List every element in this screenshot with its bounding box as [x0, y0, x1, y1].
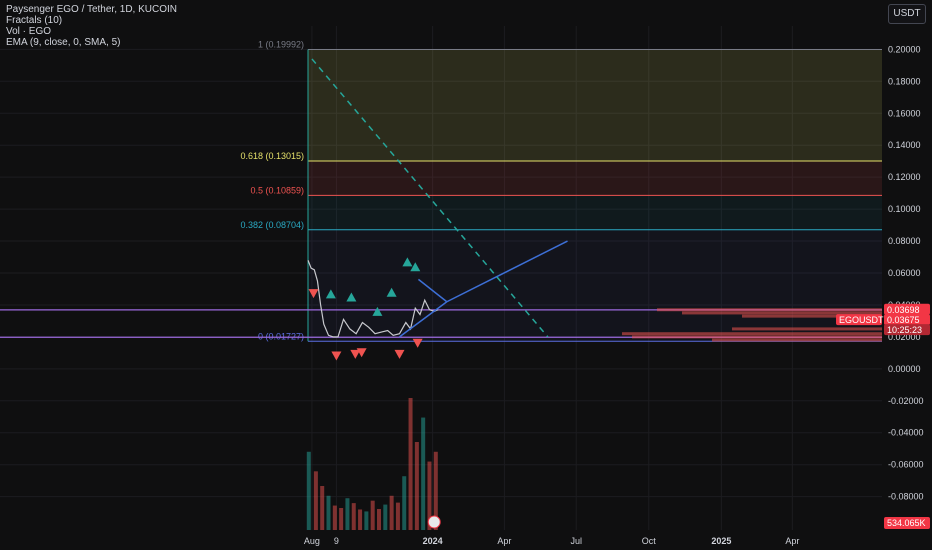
fib-zone — [308, 49, 882, 161]
y-tick-label: -0.06000 — [888, 460, 924, 470]
volume-bar — [383, 504, 388, 530]
y-tick-label: 0.10000 — [888, 204, 921, 214]
fib-level-label: 1 (0.19992) — [258, 39, 304, 49]
fractal-up-marker — [372, 306, 383, 316]
price-axis-label-bg — [884, 303, 930, 315]
volume-bar — [326, 495, 331, 530]
volume-bar — [414, 442, 419, 530]
volume-label-bg — [884, 517, 930, 529]
y-tick-label: 0.18000 — [888, 76, 921, 86]
x-tick-label: Jul — [570, 536, 582, 546]
fib-level-label: 0 (0.01727) — [258, 331, 304, 341]
trendline-triangle-lower — [399, 301, 448, 338]
fractal-down-marker — [356, 348, 367, 358]
x-tick-label: 9 — [334, 536, 339, 546]
price-axis-label: 10:25:23 — [887, 325, 922, 335]
volume-bar — [370, 500, 375, 530]
fractal-up-marker — [402, 257, 413, 267]
fractal-up-marker — [346, 292, 357, 302]
price-axis-label: 0.03698 — [887, 305, 920, 315]
volume-bar — [389, 495, 394, 530]
volume-bar — [427, 461, 432, 530]
x-tick-label: Apr — [497, 536, 511, 546]
volume-profile-bar — [682, 311, 882, 315]
y-tick-label: 0.08000 — [888, 236, 921, 246]
fib-zone — [308, 195, 882, 230]
volume-label: 534.065K — [887, 518, 926, 528]
volume-bar — [395, 502, 400, 530]
fractal-down-marker — [331, 351, 342, 361]
volume-bar — [351, 503, 356, 530]
price-axis-label-bg — [884, 324, 930, 336]
legend-volume[interactable]: Vol · EGO — [6, 26, 52, 37]
y-tick-label: 0.12000 — [888, 172, 921, 182]
x-tick-label: 2025 — [711, 536, 731, 546]
y-tick-label: -0.02000 — [888, 396, 924, 406]
fractal-down-marker — [308, 289, 319, 299]
volume-profile-bar — [712, 338, 882, 342]
fractal-up-marker — [386, 287, 397, 297]
x-tick-label: Aug — [304, 536, 320, 546]
fractal-down-marker — [394, 349, 405, 359]
fib-zone — [308, 160, 882, 196]
volume-bar — [345, 498, 350, 530]
volume-bar — [376, 508, 381, 530]
fib-level-label: 0.382 (0.08704) — [240, 220, 304, 230]
price-line — [307, 260, 439, 338]
trendline-triangle-upper — [417, 278, 448, 303]
fractal-up-marker — [325, 289, 336, 299]
y-tick-label: 0.14000 — [888, 140, 921, 150]
volume-bar — [332, 505, 337, 530]
volume-bar — [421, 417, 426, 530]
trendline-breakout-projection — [446, 240, 568, 303]
legend-fractals[interactable]: Fractals (10) — [6, 15, 63, 26]
currency-button[interactable]: USDT — [888, 4, 926, 24]
legend-ema[interactable]: EMA (9, close, 0, SMA, 5) — [6, 37, 121, 48]
fib-level-label: 0.5 (0.10859) — [250, 185, 304, 195]
price-axis-label: 0.03675 — [887, 315, 920, 325]
y-tick-label: 0.20000 — [888, 44, 921, 54]
x-tick-label: Oct — [642, 536, 657, 546]
y-tick-label: 0.16000 — [888, 108, 921, 118]
legend-title[interactable]: Paysenger EGO / Tether, 1D, KUCOIN — [6, 4, 177, 15]
y-tick-label: 0.02000 — [888, 332, 921, 342]
volume-bar — [339, 508, 344, 530]
symbol-label-bg — [836, 314, 882, 326]
fib-zone — [308, 229, 882, 342]
trendline-downtrend-dashed — [311, 58, 549, 338]
volume-profile-bar — [657, 308, 882, 312]
volume-bar — [402, 476, 407, 530]
x-tick-label: Apr — [785, 536, 799, 546]
volume-bar — [320, 486, 325, 530]
volume-bar — [433, 451, 438, 530]
fractal-down-marker — [412, 338, 423, 348]
x-tick-label: 2024 — [423, 536, 443, 546]
volume-bar — [306, 451, 311, 530]
event-flag-icon — [427, 515, 441, 529]
fractal-down-marker — [350, 349, 361, 359]
volume-profile-bar — [732, 327, 882, 331]
y-tick-label: -0.08000 — [888, 492, 924, 502]
volume-bar — [313, 471, 318, 530]
volume-profile-bar — [742, 314, 882, 318]
fractal-up-marker — [410, 262, 421, 272]
symbol-label: EGOUSDT — [839, 315, 884, 325]
y-tick-label: 0.06000 — [888, 268, 921, 278]
volume-profile-bar — [632, 335, 882, 339]
y-tick-label: -0.04000 — [888, 428, 924, 438]
price-axis-label-bg — [884, 314, 930, 326]
volume-bar — [358, 509, 363, 530]
volume-bar — [408, 398, 413, 530]
volume-bar — [364, 511, 369, 530]
volume-profile-bar — [622, 332, 882, 336]
fib-level-label: 0.618 (0.13015) — [240, 151, 304, 161]
y-tick-label: 0.00000 — [888, 364, 921, 374]
chart-legend: Paysenger EGO / Tether, 1D, KUCOIN Fract… — [6, 4, 177, 48]
